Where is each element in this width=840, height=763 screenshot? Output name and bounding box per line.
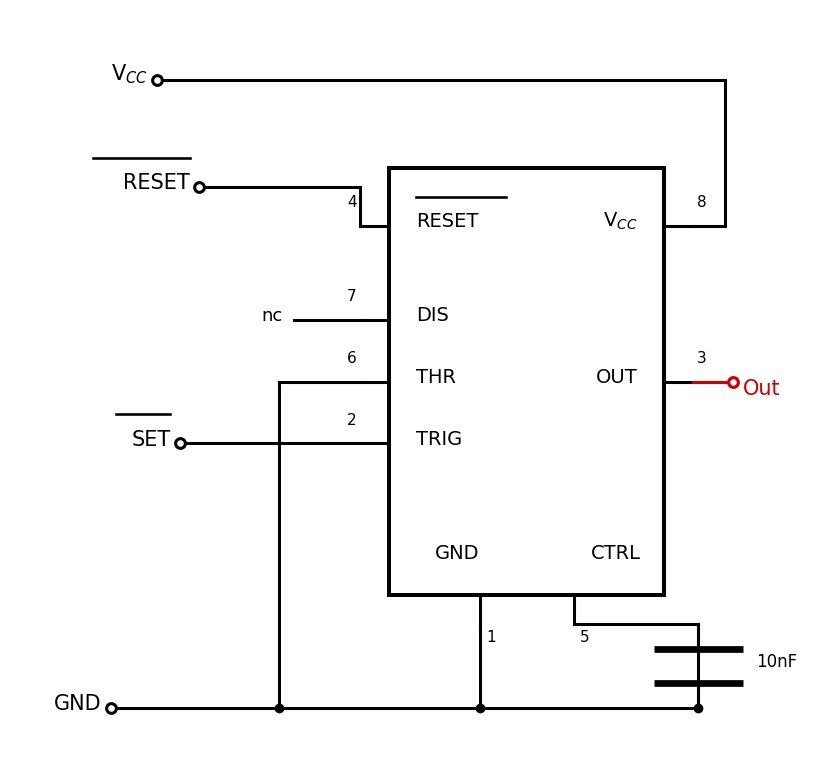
Text: 1: 1	[486, 630, 496, 645]
Text: 3: 3	[697, 351, 706, 366]
Text: SET: SET	[131, 430, 171, 449]
Text: nc: nc	[261, 307, 283, 325]
Text: RESET: RESET	[123, 173, 190, 193]
Text: 4: 4	[347, 195, 357, 211]
Text: RESET: RESET	[416, 212, 479, 231]
Text: OUT: OUT	[596, 369, 638, 387]
Text: CTRL: CTRL	[591, 544, 641, 562]
Text: V$_{CC}$: V$_{CC}$	[603, 211, 638, 233]
Text: 10nF: 10nF	[757, 653, 798, 671]
Text: V$_{CC}$: V$_{CC}$	[111, 63, 148, 85]
Text: 7: 7	[347, 289, 357, 304]
Bar	[390, 168, 664, 595]
Text: 2: 2	[347, 414, 357, 428]
Text: GND: GND	[435, 544, 480, 562]
Text: Out: Out	[743, 379, 780, 399]
Text: DIS: DIS	[416, 306, 449, 325]
Text: 8: 8	[697, 195, 706, 211]
Text: GND: GND	[55, 694, 102, 714]
Text: 6: 6	[347, 351, 357, 366]
Text: TRIG: TRIG	[416, 430, 463, 449]
Text: THR: THR	[416, 369, 456, 387]
Text: 5: 5	[580, 630, 589, 645]
